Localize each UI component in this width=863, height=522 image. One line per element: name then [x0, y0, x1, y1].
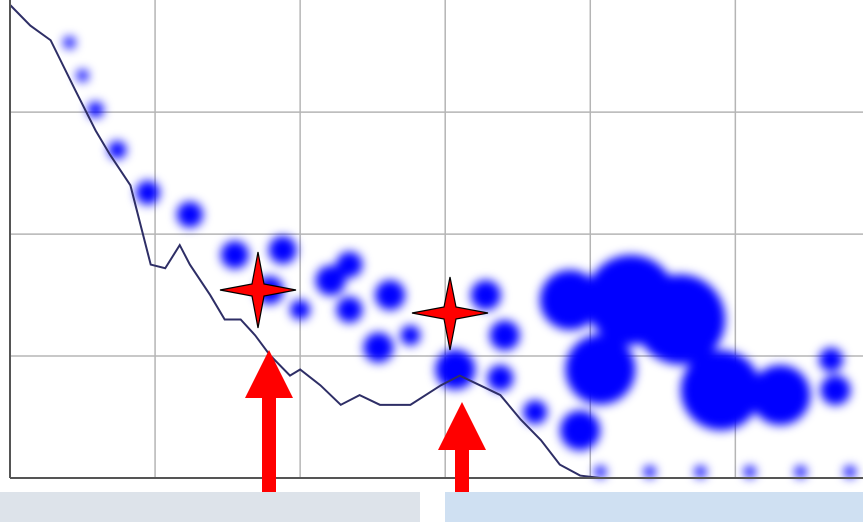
data-point: [336, 296, 363, 323]
data-point: [820, 375, 851, 406]
data-point: [489, 320, 520, 351]
data-point: [108, 140, 127, 159]
data-point: [643, 465, 656, 478]
data-point: [363, 332, 394, 363]
data-point: [743, 465, 756, 478]
data-line: [9, 4, 601, 479]
data-point: [694, 465, 707, 478]
data-point: [565, 334, 636, 405]
data-point: [487, 365, 514, 392]
data-point: [290, 299, 311, 320]
scatter-layer: [63, 36, 856, 478]
data-point: [750, 365, 811, 426]
panel-strip: [0, 492, 420, 522]
panel-strip: [445, 492, 863, 522]
data-point: [523, 400, 548, 425]
data-point: [435, 349, 476, 390]
data-point: [539, 269, 600, 330]
data-point: [680, 350, 761, 431]
data-point: [220, 240, 249, 269]
star-marker: [219, 251, 297, 329]
data-point: [843, 465, 856, 478]
data-point: [819, 347, 844, 372]
data-point: [470, 280, 501, 311]
data-point: [635, 274, 726, 365]
arrow: [245, 350, 293, 492]
data-point: [135, 180, 160, 205]
arrow: [438, 402, 486, 492]
data-point: [87, 101, 104, 118]
data-point: [63, 36, 76, 49]
data-point: [794, 465, 807, 478]
data-point: [76, 69, 89, 82]
data-point: [336, 251, 363, 278]
grid: [10, 0, 863, 478]
data-point: [375, 280, 406, 311]
data-point: [560, 410, 601, 451]
data-point: [400, 325, 421, 346]
data-point: [315, 265, 346, 296]
data-point: [594, 465, 607, 478]
data-point: [268, 235, 297, 264]
line-layer: [9, 4, 601, 479]
star-marker: [411, 276, 489, 351]
data-point: [176, 201, 203, 228]
